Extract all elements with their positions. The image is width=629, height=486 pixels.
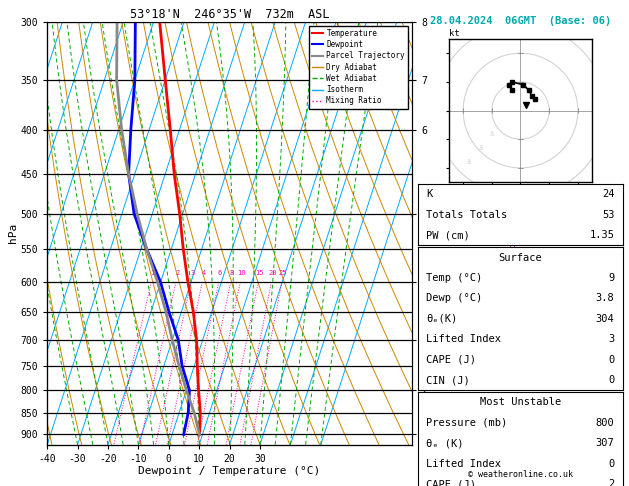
- Text: 0: 0: [608, 459, 615, 469]
- Text: Lifted Index: Lifted Index: [426, 334, 501, 344]
- Text: CAPE (J): CAPE (J): [426, 355, 476, 364]
- Text: Pressure (mb): Pressure (mb): [426, 418, 508, 428]
- Text: 1: 1: [150, 270, 155, 276]
- Text: Temp (°C): Temp (°C): [426, 273, 482, 283]
- Text: Most Unstable: Most Unstable: [480, 398, 561, 407]
- Text: 3: 3: [608, 334, 615, 344]
- Text: 10: 10: [237, 270, 246, 276]
- Text: 0: 0: [608, 355, 615, 364]
- Text: 3.8: 3.8: [596, 294, 615, 303]
- Text: 307: 307: [596, 438, 615, 448]
- Text: ⚓: ⚓: [477, 145, 484, 151]
- Text: θₑ(K): θₑ(K): [426, 314, 458, 324]
- Text: kt: kt: [449, 29, 460, 38]
- Title: 53°18'N  246°35'W  732m  ASL: 53°18'N 246°35'W 732m ASL: [130, 8, 330, 21]
- X-axis label: Dewpoint / Temperature (°C): Dewpoint / Temperature (°C): [138, 467, 321, 476]
- Text: θₑ (K): θₑ (K): [426, 438, 464, 448]
- Y-axis label: km
ASL: km ASL: [443, 223, 460, 244]
- Text: LCL: LCL: [420, 408, 437, 418]
- Text: 2: 2: [608, 479, 615, 486]
- Text: 24: 24: [602, 190, 615, 199]
- Text: © weatheronline.co.uk: © weatheronline.co.uk: [469, 469, 573, 479]
- Text: 4: 4: [201, 270, 206, 276]
- Legend: Temperature, Dewpoint, Parcel Trajectory, Dry Adiabat, Wet Adiabat, Isotherm, Mi: Temperature, Dewpoint, Parcel Trajectory…: [309, 26, 408, 108]
- Text: Lifted Index: Lifted Index: [426, 459, 501, 469]
- Text: 8: 8: [230, 270, 234, 276]
- Text: Totals Totals: Totals Totals: [426, 210, 508, 220]
- Text: 53: 53: [602, 210, 615, 220]
- Y-axis label: hPa: hPa: [8, 223, 18, 243]
- Text: Surface: Surface: [499, 253, 542, 262]
- Text: 304: 304: [596, 314, 615, 324]
- Text: PW (cm): PW (cm): [426, 230, 470, 240]
- Text: 2: 2: [175, 270, 179, 276]
- Text: 800: 800: [596, 418, 615, 428]
- Text: ⚓: ⚓: [489, 131, 495, 137]
- Text: 15: 15: [255, 270, 264, 276]
- Text: CAPE (J): CAPE (J): [426, 479, 476, 486]
- Text: 3: 3: [191, 270, 194, 276]
- Text: 20: 20: [269, 270, 277, 276]
- Text: 28.04.2024  06GMT  (Base: 06): 28.04.2024 06GMT (Base: 06): [430, 16, 611, 26]
- Text: K: K: [426, 190, 433, 199]
- Text: 9: 9: [608, 273, 615, 283]
- Text: 6: 6: [218, 270, 222, 276]
- Y-axis label: Mixing Ratio (g/kg): Mixing Ratio (g/kg): [511, 177, 521, 289]
- Text: 25: 25: [279, 270, 287, 276]
- Text: Dewp (°C): Dewp (°C): [426, 294, 482, 303]
- Text: 0: 0: [608, 375, 615, 385]
- Text: ⚓: ⚓: [465, 159, 472, 165]
- Text: CIN (J): CIN (J): [426, 375, 470, 385]
- Text: 1.35: 1.35: [589, 230, 615, 240]
